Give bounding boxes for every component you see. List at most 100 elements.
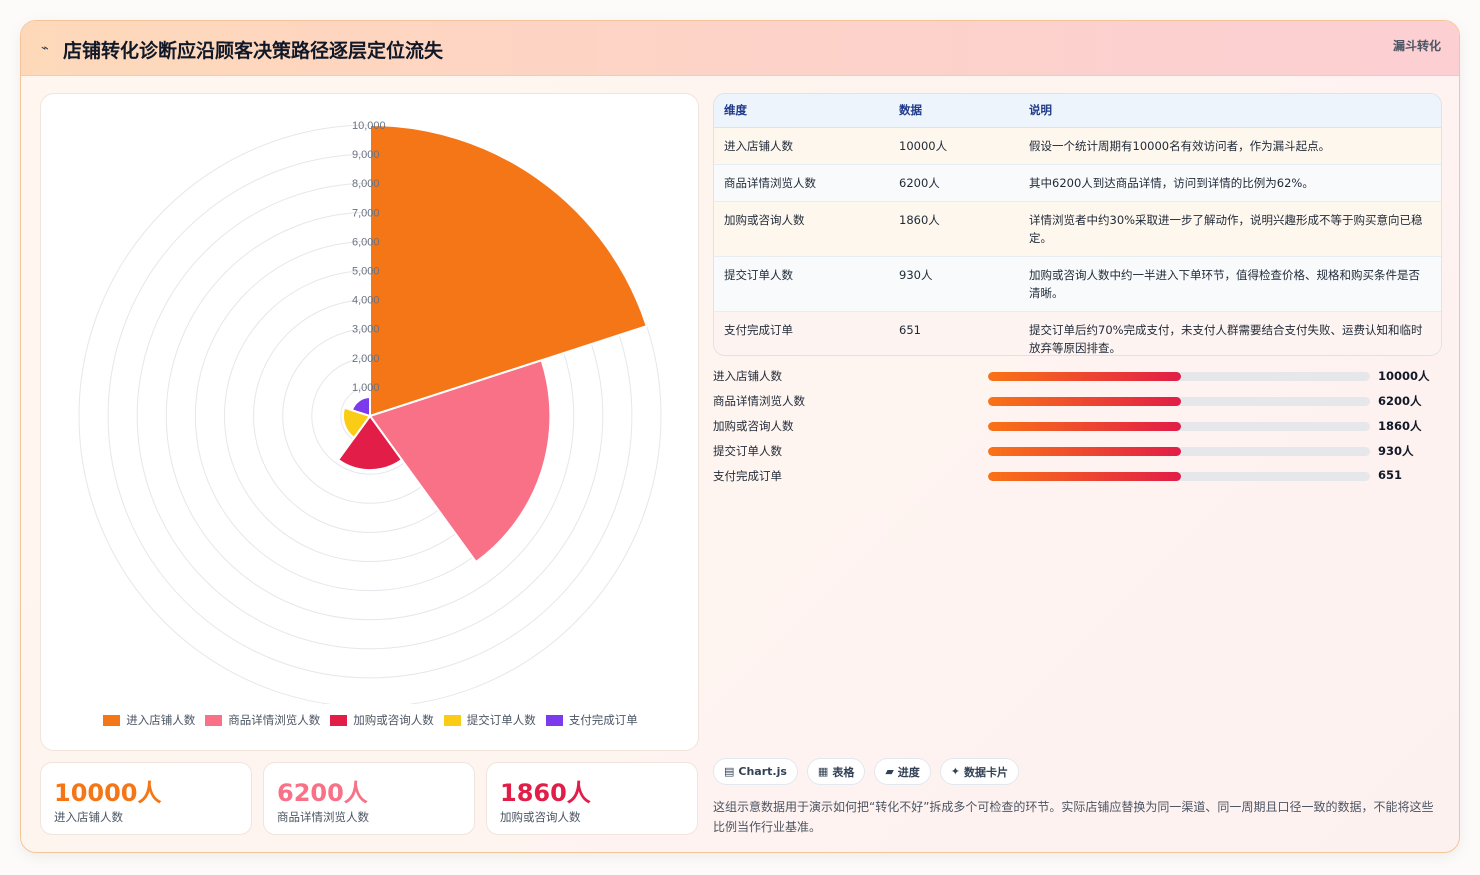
progress-label: 进入店铺人数 — [713, 369, 782, 383]
progress-row: 支付完成订单 651 — [713, 466, 1442, 491]
funnel-tag: 漏斗转化 — [1392, 39, 1441, 53]
tick-label: 9,000 — [352, 149, 380, 161]
polar-wedge-4 — [341, 406, 372, 440]
chip-label: 表格 — [832, 765, 855, 779]
table-header-description: 说明 — [1019, 94, 1441, 128]
stat-value: 10000人 — [54, 779, 162, 807]
progress-label: 提交订单人数 — [713, 444, 782, 458]
header-bar: ⌁ 店铺转化诊断应沿顾客决策路径逐层定位流失 漏斗转化 — [21, 21, 1459, 76]
table-cell-description: 假设一个统计周期有10000名有效访问者，作为漏斗起点。 — [1019, 127, 1441, 165]
table-cell-data: 10000人 — [889, 127, 1019, 165]
table-cell-data: 6200人 — [889, 164, 1019, 202]
legend-label: 提交订单人数 — [466, 713, 536, 727]
progress-track — [988, 447, 1370, 456]
legend-item[interactable]: 加购或咨询人数 — [330, 712, 434, 728]
table-row: 提交订单人数 930人 加购或咨询人数中约一半进入下单环节，值得检查价格、规格和… — [714, 256, 1441, 312]
stat-value: 6200人 — [277, 779, 368, 807]
table-cell-description: 加购或咨询人数中约一半进入下单环节，值得检查价格、规格和购买条件是否清晰。 — [1019, 256, 1441, 312]
progress-row: 商品详情浏览人数 6200人 — [713, 391, 1442, 416]
progress-label: 商品详情浏览人数 — [713, 394, 805, 408]
chip-label: 进度 — [897, 765, 920, 779]
stat-card-detail-views: 6200人 商品详情浏览人数 — [263, 762, 475, 835]
tick-label: 10,000 — [352, 120, 386, 132]
chip-label: Chart.js — [738, 765, 787, 778]
legend-swatch — [103, 714, 121, 726]
tick-label: 6,000 — [352, 236, 380, 248]
table-header-data: 数据 — [889, 94, 1019, 128]
tick-label: 7,000 — [352, 207, 380, 219]
table-cell-description: 提交订单后约70%完成支付，未支付人群需要结合支付失败、运费认知和临时放弃等原因… — [1019, 311, 1441, 355]
dashboard-card: ⌁ 店铺转化诊断应沿顾客决策路径逐层定位流失 漏斗转化 1,000 2,000 3,… — [20, 20, 1460, 853]
legend-swatch — [330, 714, 348, 726]
legend-label: 支付完成订单 — [568, 713, 638, 727]
chip-label: 数据卡片 — [964, 765, 1009, 779]
progress-row: 进入店铺人数 10000人 — [713, 366, 1442, 391]
polar-wedge-3 — [336, 414, 404, 472]
progress-value: 930人 — [1378, 444, 1414, 458]
legend-label: 商品详情浏览人数 — [228, 713, 321, 727]
stat-card-cart-inquiries: 1860人 加购或咨询人数 — [486, 762, 698, 835]
progress-value: 1860人 — [1378, 419, 1422, 433]
legend-swatch — [443, 714, 461, 726]
chart-icon: ⌁ — [41, 41, 49, 56]
table-cell-dimension: 商品详情浏览人数 — [714, 164, 889, 202]
table-cell-description: 详情浏览者中约30%采取进一步了解动作，说明兴趣形成不等于购买意向已稳定。 — [1019, 201, 1441, 257]
chart-legend: 进入店铺人数 商品详情浏览人数 加购或咨询人数 提交订单人数 支付完成订单 — [41, 712, 700, 728]
progress-row: 加购或咨询人数 1860人 — [713, 416, 1442, 441]
stat-label: 加购或咨询人数 — [500, 810, 581, 824]
progress-label: 加购或咨询人数 — [713, 419, 794, 433]
tick-label: 8,000 — [352, 178, 380, 190]
progress-track — [988, 397, 1370, 406]
progress-fill — [988, 397, 1181, 406]
polar-wedge-5 — [350, 396, 371, 418]
table-cell-dimension: 支付完成订单 — [714, 311, 889, 355]
legend-label: 加购或咨询人数 — [353, 713, 434, 727]
stat-card-visitors: 10000人 进入店铺人数 — [40, 762, 252, 835]
table-cell-data: 651 — [889, 311, 1019, 355]
legend-item[interactable]: 支付完成订单 — [545, 712, 638, 728]
data-table: 维度 数据 说明 进入店铺人数 10000人 假设一个统计周期有10000名有效… — [713, 93, 1442, 356]
progress-track — [988, 472, 1370, 481]
progress-label: 支付完成订单 — [713, 469, 782, 483]
progress-fill — [988, 472, 1181, 481]
polar-chart-panel: 1,000 2,000 3,000 4,000 5,000 6,000 7,000 8,000… — [40, 93, 699, 751]
page-title: 店铺转化诊断应沿顾客决策路径逐层定位流失 — [63, 40, 444, 62]
chart-icon: ▤ — [724, 765, 735, 778]
legend-item[interactable]: 商品详情浏览人数 — [205, 712, 320, 728]
progress-track — [988, 372, 1370, 381]
tick-label: 1,000 — [352, 382, 380, 394]
table-row: 加购或咨询人数 1860人 详情浏览者中约30%采取进一步了解动作，说明兴趣形成… — [714, 201, 1441, 257]
tick-label: 5,000 — [352, 266, 380, 278]
progress-value: 10000人 — [1378, 369, 1430, 383]
legend-label: 进入店铺人数 — [126, 713, 196, 727]
footnote: 这组示意数据用于演示如何把“转化不好”拆成多个可检查的环节。实际店铺应替换为同一… — [713, 800, 1434, 834]
progress-fill — [988, 372, 1181, 381]
stat-label: 进入店铺人数 — [54, 810, 123, 824]
table-header-dimension: 维度 — [714, 94, 889, 128]
legend-item[interactable]: 进入店铺人数 — [103, 712, 195, 728]
table-cell-data: 930人 — [889, 256, 1019, 312]
chip-table[interactable]: ▦ 表格 — [806, 758, 866, 785]
legend-item[interactable]: 提交订单人数 — [443, 712, 536, 728]
tick-label: 2,000 — [352, 353, 380, 365]
tech-chips: ▤ Chart.js ▦ 表格 ▰ 进度 ✦ 数据卡片 — [713, 758, 1020, 785]
table-row: 进入店铺人数 10000人 假设一个统计周期有10000名有效访问者，作为漏斗起… — [714, 127, 1441, 165]
stat-label: 商品详情浏览人数 — [277, 810, 369, 824]
chip-data-cards[interactable]: ✦ 数据卡片 — [939, 758, 1020, 785]
chip-progress[interactable]: ▰ 进度 — [874, 758, 931, 785]
chip-chartjs[interactable]: ▤ Chart.js — [713, 758, 798, 785]
progress-bars: 进入店铺人数 10000人 商品详情浏览人数 6200人 加购或咨询人数 186… — [713, 366, 1442, 491]
progress-value: 6200人 — [1378, 394, 1422, 408]
table-cell-description: 其中6200人到达商品详情，访问到详情的比例为62%。 — [1019, 164, 1441, 202]
stat-value: 1860人 — [500, 779, 591, 807]
tick-label: 4,000 — [352, 295, 380, 307]
table-icon: ▦ — [817, 765, 829, 778]
table-cell-data: 1860人 — [889, 201, 1019, 257]
legend-swatch — [545, 714, 563, 726]
table-row: 商品详情浏览人数 6200人 其中6200人到达商品详情，访问到详情的比例为62… — [714, 164, 1441, 202]
progress-fill — [988, 422, 1181, 431]
progress-row: 提交订单人数 930人 — [713, 441, 1442, 466]
table-cell-dimension: 进入店铺人数 — [714, 127, 889, 165]
progress-track — [988, 422, 1370, 431]
polar-wedge-2 — [368, 358, 552, 564]
